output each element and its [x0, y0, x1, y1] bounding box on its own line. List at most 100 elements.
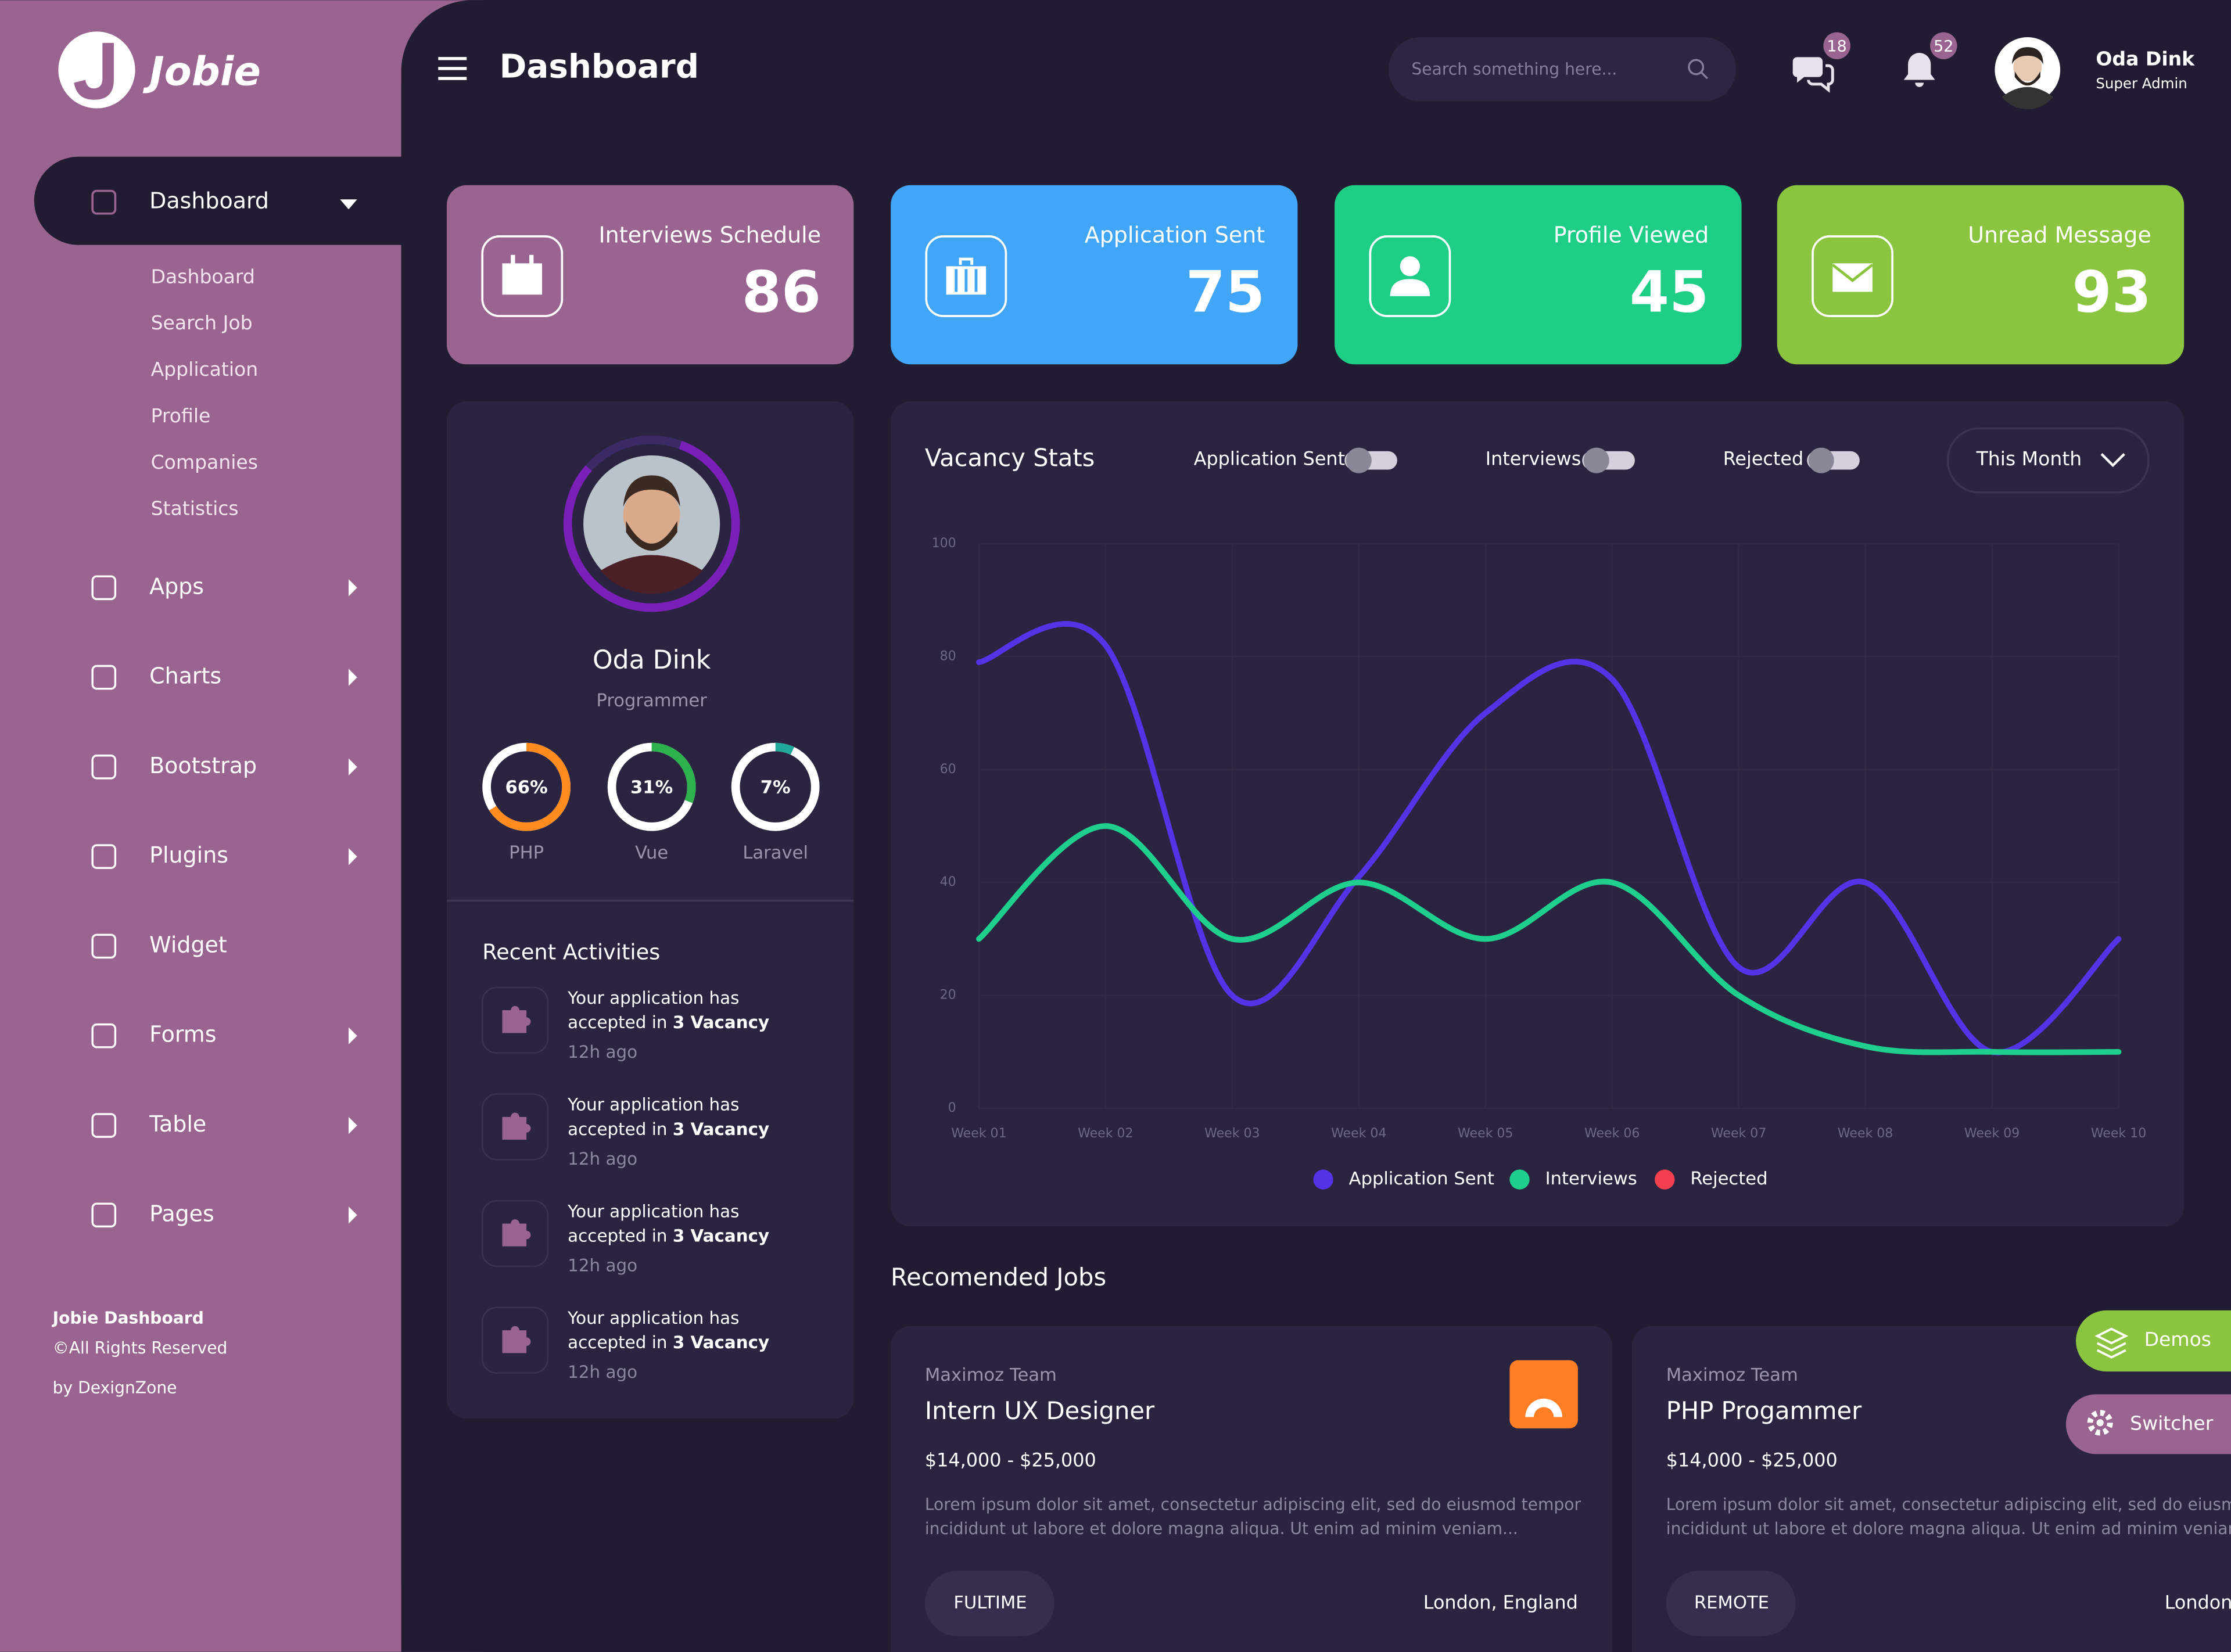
- activity-text: accepted in 3 Vacancy: [568, 1226, 769, 1245]
- menu-item[interactable]: Pages: [149, 1201, 214, 1226]
- legend-dot: [1655, 1169, 1675, 1190]
- period-dropdown[interactable]: [1946, 427, 2150, 494]
- company-logo: [1509, 1360, 1578, 1429]
- menu-arrow: [349, 1206, 357, 1224]
- chat-icon[interactable]: [1792, 57, 1823, 83]
- avatar-face: [2013, 52, 2042, 81]
- job-location: London, England: [2165, 1591, 2231, 1613]
- menu-item[interactable]: Plugins: [149, 842, 228, 868]
- user-name: Oda Dink: [2096, 48, 2195, 70]
- section-title: Recomended Jobs: [891, 1263, 1106, 1291]
- activity-highlight: 3 Vacancy: [673, 1333, 769, 1352]
- menu-icon: [91, 665, 117, 690]
- activity-text: Your application has: [567, 1095, 739, 1115]
- brand: Jobie: [142, 49, 261, 95]
- chart-card: [891, 401, 2185, 1227]
- x-tick-label: Week 01: [951, 1126, 1006, 1141]
- job-title: Intern UX Designer: [925, 1396, 1155, 1425]
- badge-count: 18: [1827, 38, 1846, 56]
- logo-j: [74, 42, 114, 100]
- submenu-item[interactable]: Search Job: [151, 311, 253, 334]
- x-tick-label: Week 04: [1331, 1126, 1386, 1141]
- activity-text: accepted in: [568, 1226, 673, 1245]
- chat-icon: [1807, 64, 1834, 93]
- menu-icon: [91, 933, 117, 959]
- y-tick-label: 100: [932, 536, 956, 551]
- menu-item[interactable]: Apps: [149, 573, 204, 599]
- menu-arrow: [349, 1116, 357, 1134]
- job-type-pill[interactable]: [924, 1571, 1054, 1636]
- job-salary: $14,000 - $25,000: [925, 1449, 1096, 1471]
- profile-card: [446, 401, 854, 1418]
- skill-label: 31%: [630, 778, 673, 798]
- search-icon: [1688, 59, 1705, 76]
- submenu-item[interactable]: Companies: [151, 451, 258, 473]
- menu-label: Dashboard: [149, 188, 269, 214]
- chevron: [2100, 453, 2125, 468]
- stat-icon-box: [1369, 235, 1451, 317]
- demos-icon: [2094, 1327, 2129, 1359]
- stat-value: 45: [1630, 260, 1709, 326]
- job-card: [891, 1326, 1612, 1652]
- menu-item[interactable]: Bootstrap: [149, 753, 257, 778]
- stat-value: 75: [1186, 260, 1265, 326]
- y-tick-label: 60: [940, 762, 956, 777]
- submenu-item[interactable]: Application: [151, 358, 259, 380]
- stat-title: Profile Viewed: [1554, 222, 1709, 247]
- toggle-label: Application Sent: [1194, 447, 1345, 469]
- menu-item[interactable]: Charts: [149, 663, 221, 689]
- submenu-item[interactable]: Statistics: [151, 497, 239, 520]
- job-description: Lorem ipsum dolor sit amet, consectetur …: [1666, 1495, 2231, 1514]
- stat-title: Interviews Schedule: [598, 222, 821, 247]
- submenu-item[interactable]: Profile: [151, 404, 211, 427]
- toggle-knob[interactable]: [1808, 447, 1834, 473]
- switcher-icon: [2087, 1410, 2113, 1436]
- switcher-button[interactable]: [2065, 1394, 2231, 1455]
- job-type-pill[interactable]: [1666, 1571, 1796, 1636]
- menu-item[interactable]: Table: [149, 1111, 206, 1137]
- legend-dot: [1313, 1169, 1333, 1190]
- x-tick-label: Week 07: [1711, 1126, 1766, 1141]
- demos-label: Demos: [2144, 1328, 2211, 1351]
- badge: [1930, 32, 1957, 59]
- badge-count: 52: [1934, 38, 1953, 56]
- menu-arrow: [349, 1027, 357, 1044]
- avatar-hair: [2011, 47, 2043, 86]
- y-tick-label: 20: [940, 988, 956, 1003]
- menu-item[interactable]: Widget: [149, 932, 227, 957]
- activity-text: accepted in 3 Vacancy: [568, 1333, 769, 1352]
- toggle-label: Interviews: [1486, 447, 1581, 469]
- activity-text: accepted in 3 Vacancy: [568, 1012, 769, 1032]
- stat-title: Application Sent: [1085, 222, 1265, 247]
- switcher-icon: [2096, 1419, 2104, 1427]
- toggle-knob[interactable]: [1346, 447, 1372, 473]
- activity-text: accepted in: [568, 1333, 673, 1352]
- activity-text: Your application has: [567, 1308, 739, 1328]
- series-line: [976, 823, 2122, 1055]
- skill-label: 7%: [761, 778, 791, 798]
- menu-item[interactable]: Forms: [149, 1022, 216, 1047]
- activity-time: 12h ago: [568, 1255, 637, 1275]
- x-tick-label: Week 10: [2091, 1126, 2146, 1141]
- toggle-knob[interactable]: [1583, 447, 1609, 473]
- skill-ring: [607, 742, 696, 831]
- menu-arrow: [349, 579, 357, 597]
- stat-icon-box: [925, 235, 1007, 317]
- job-salary: $14,000 - $25,000: [1666, 1449, 1838, 1471]
- photo-face: [623, 486, 680, 544]
- stat-title: Unread Message: [1968, 222, 2151, 247]
- submenu-item[interactable]: Dashboard: [151, 265, 255, 288]
- legend-label: Application Sent: [1349, 1169, 1494, 1189]
- search-box[interactable]: [1389, 37, 1736, 102]
- legend-dot: [1509, 1169, 1530, 1190]
- stat-icon: [1832, 263, 1873, 292]
- menu-item-active[interactable]: [34, 156, 490, 245]
- stat-card: [891, 185, 1298, 365]
- period-label: This Month: [1976, 447, 2082, 470]
- footer-credit: by DexignZone: [53, 1378, 177, 1398]
- switcher-label: Switcher: [2130, 1412, 2214, 1434]
- page-title: Dashboard: [500, 48, 699, 86]
- bell-icon[interactable]: [1903, 52, 1935, 87]
- activity-icon: [502, 1326, 531, 1353]
